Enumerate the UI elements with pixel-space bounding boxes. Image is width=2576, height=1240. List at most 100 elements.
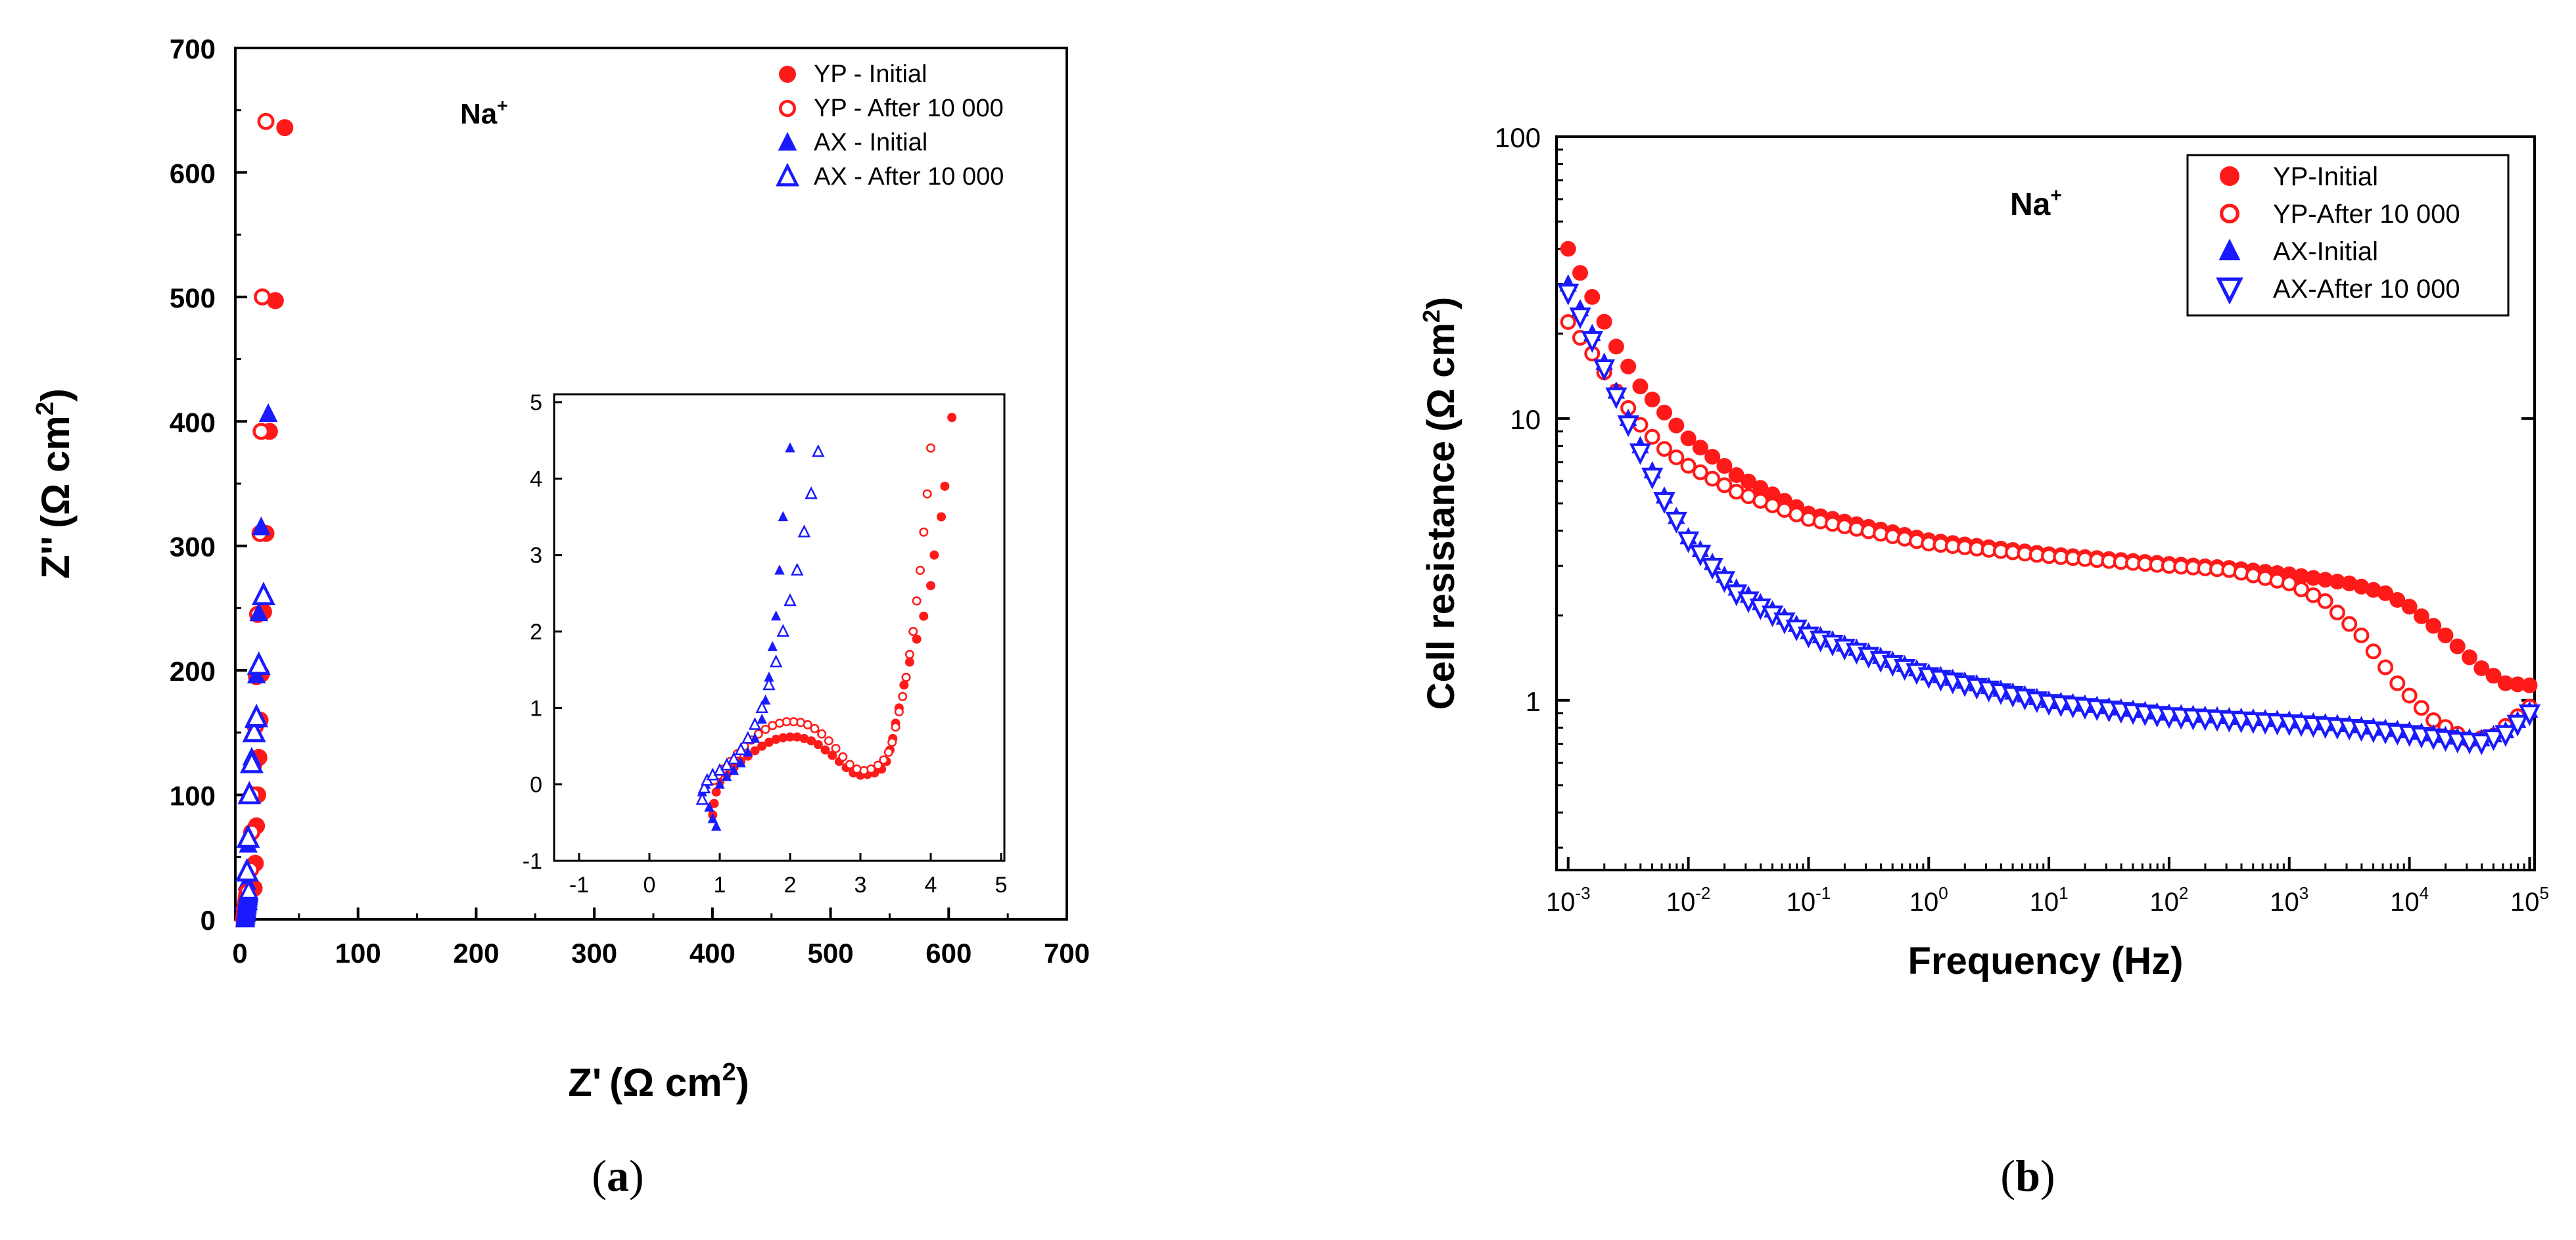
data-point [2437,627,2454,643]
inset-data-point [947,413,957,423]
inset-data-point [785,442,795,453]
data-point [2494,725,2517,747]
chart-b-y-axis-title: Cell resistance(Ω cm2) [1418,297,1463,710]
inset-data-point [720,758,734,771]
data-point [1656,441,1672,457]
inset-data-point [912,596,922,606]
y-tick-label: 700 [170,34,216,64]
chart-b-x-axis-title: Frequency (Hz) [1908,940,2184,982]
inset-data-point [767,641,778,651]
data-point [239,879,259,900]
inset-data-point [711,787,721,797]
data-point [266,292,284,310]
data-point [1680,457,1697,474]
inset-data-point [768,721,778,731]
inset-y-tick-label: 5 [530,390,542,415]
data-point [2365,643,2381,660]
inset-data-point [817,729,827,739]
data-point [1668,449,1685,465]
x-tick-label: 102 [2149,883,2188,917]
chart-a-x-ticks: 0 100 200 300 400 500 600 700 [232,907,1090,969]
data-point [239,749,264,773]
x-tick-label: 100 [335,938,381,969]
chart-panel-b: 1 10 100 10-3 10-2 10-1 100 101 102 103 104 105 Na… [1418,122,2549,1201]
inset-data-point [873,760,883,770]
inset-data-point [879,755,889,765]
inset-data-point [898,691,908,701]
x-tick-label: 103 [2270,883,2308,917]
y-tick-label: 10 [1510,404,1541,435]
data-point [2365,582,2381,598]
inset-data-point [778,733,788,743]
x-tick-label: 0 [232,938,247,969]
inset-x-tick-label: 3 [855,873,867,898]
legend-marker [2220,166,2239,186]
y-tick-label: 200 [170,656,216,687]
data-point [1560,241,1576,257]
inset-data-point [778,511,788,522]
data-point [2506,714,2529,737]
inset-data-point [937,512,947,522]
data-point [1584,288,1601,305]
data-point [252,423,270,440]
inset-data-point [828,750,837,760]
inset-data-point [741,731,755,744]
data-point [1716,477,1733,494]
data-point [1704,471,1721,487]
legend-marker [779,99,797,117]
legend-label: YP-After 10 000 [2273,200,2460,229]
inset-data-point [750,746,760,756]
inset-x-tick-label: 1 [714,873,726,898]
data-point [2389,591,2406,608]
inset-data-point [799,733,809,743]
data-point [2485,668,2502,684]
inset-data-point [894,707,904,717]
data-point [2482,729,2505,751]
data-point [2413,608,2429,624]
data-point [2518,704,2541,727]
data-point [2377,659,2394,676]
data-point [1605,387,1628,409]
inset-data-point [838,752,848,762]
data-point [2521,677,2538,694]
inset-data-point [922,489,932,499]
data-point [2281,575,2297,591]
data-point [2449,638,2466,654]
legend-marker [2216,277,2243,305]
data-point [1656,404,1672,421]
data-point [1716,458,1733,474]
chart-b-legend: YP-Initial YP-After 10 000 AX-Initial AX-Af… [2186,154,2510,317]
inset-data-point [887,737,897,747]
y-tick-label: 300 [170,532,216,563]
chart-a-legend: YP - Initial YP - After 10 000 AX - Initia… [776,60,1004,191]
data-point [258,403,278,423]
inset-x-tick-label: 5 [995,873,1008,898]
data-point [1701,558,1723,580]
data-point [1752,480,1769,496]
data-point [235,858,259,882]
inset-data-point [813,740,823,750]
data-point [1617,415,1639,438]
inset-data-point [764,672,774,682]
chart-a-inset-frame [553,393,1006,862]
y-tick-label: 100 [1495,122,1541,153]
inset-data-point [757,741,767,751]
chart-b-data-points [1557,241,2541,756]
data-point [1632,379,1649,395]
inset-data-point [904,649,914,659]
data-point [1593,359,1616,381]
inset-data-point [697,780,711,794]
inset-y-tick-label: 3 [530,543,542,568]
inset-data-point [728,764,739,775]
x-tick-label: 104 [2390,883,2429,917]
x-tick-label: 10-3 [1546,883,1591,917]
data-point [1572,265,1589,281]
inset-data-point [792,732,802,742]
data-point [2317,572,2333,588]
inset-data-point [919,611,929,621]
inset-data-point [704,801,714,812]
inset-data-point [785,732,795,742]
data-point [1641,467,1664,490]
data-point [2353,627,2370,643]
